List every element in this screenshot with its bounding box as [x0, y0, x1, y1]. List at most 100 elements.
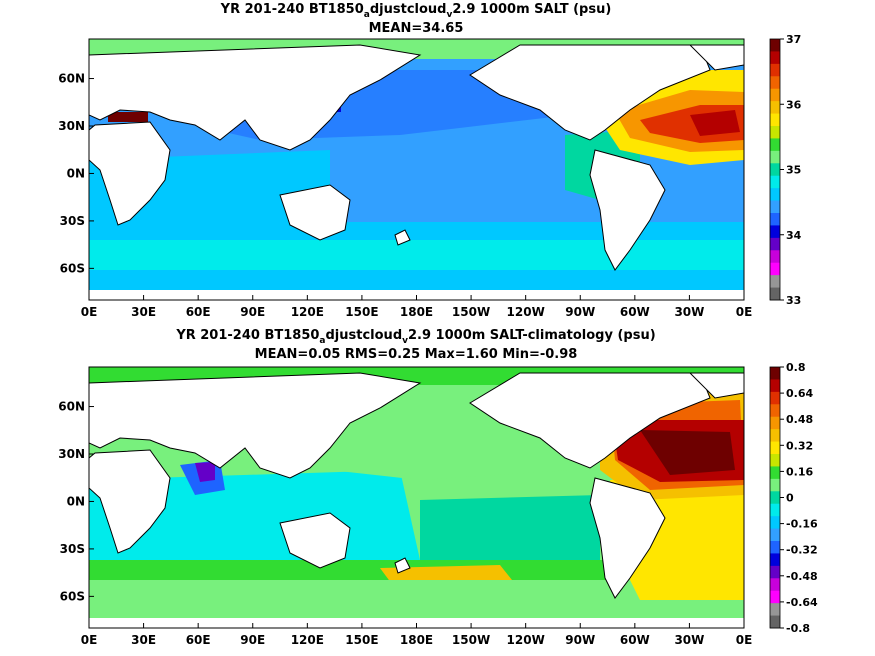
colorbar-swatch	[770, 51, 780, 65]
y-tick-label: 30N	[58, 447, 85, 461]
panel2-title: YR 201-240 BT1850adjustcloudv2.9 1000m S…	[175, 328, 655, 346]
y-tick-label: 60S	[60, 589, 85, 603]
colorbar-swatch	[770, 88, 780, 102]
y-tick-label: 30N	[58, 119, 85, 133]
colorbar-swatch	[770, 603, 780, 617]
colorbar-swatch	[770, 590, 780, 604]
colorbar-swatch	[770, 113, 780, 127]
colorbar-tick-label: 0.16	[786, 465, 813, 478]
x-tick-label: 150W	[452, 633, 490, 647]
x-tick-label: 90W	[565, 305, 595, 319]
x-tick-label: 30E	[131, 633, 156, 647]
x-tick-label: 120E	[291, 305, 324, 319]
panel1-title: YR 201-240 BT1850adjustcloudv2.9 1000m S…	[220, 2, 612, 20]
panel2-map	[89, 367, 744, 628]
x-tick-label: 30W	[674, 633, 704, 647]
panel1-mediterranean	[108, 112, 148, 122]
colorbar-swatch	[770, 615, 780, 629]
colorbar-swatch	[770, 250, 780, 264]
colorbar-swatch	[770, 541, 780, 554]
x-tick-label: 90E	[240, 633, 265, 647]
panel2-arabian-purple	[195, 462, 215, 482]
panel2-colorbar: 0.8 0.64 0.48 0.32 0.16 0 -0.16 -0.32 -0.48 -0.64…	[769, 361, 818, 635]
panel1-colorbar: 37 36 35 34 33	[769, 33, 802, 307]
panel2-pacific-green	[330, 410, 570, 480]
colorbar-tick-label: -0.64	[786, 596, 818, 609]
x-tick-label: 0E	[81, 633, 98, 647]
colorbar-swatch	[770, 200, 780, 214]
colorbar-swatch	[770, 163, 780, 177]
colorbar-swatch	[770, 404, 780, 418]
colorbar-swatch	[770, 237, 780, 251]
panel-salinity: YR 201-240 BT1850adjustcloudv2.9 1000m S…	[58, 2, 801, 319]
colorbar-swatch	[770, 516, 780, 530]
colorbar-swatch	[770, 391, 780, 405]
panel2-south-pacific-cyan	[420, 495, 600, 560]
panel1-subtitle: MEAN=34.65	[369, 21, 464, 36]
colorbar-tick-label: 37	[786, 33, 801, 46]
colorbar-tick-label: 36	[786, 98, 802, 111]
panel2-natl-dark	[640, 430, 735, 475]
colorbar-swatch	[770, 287, 780, 301]
y-tick-label: 30S	[60, 542, 85, 556]
colorbar-swatch	[770, 150, 780, 164]
panel2-subtitle: MEAN=0.05 RMS=0.25 Max=1.60 Min=-0.98	[255, 347, 578, 362]
panel1-x-ticks: 0E 30E 60E 90E 120E 150E 180E 150W 120W 90W 60W 30W…	[81, 295, 753, 319]
panel1-southern-band2	[89, 240, 744, 270]
colorbar-swatch	[770, 478, 780, 492]
x-tick-label: 0E	[736, 305, 753, 319]
colorbar-swatch	[770, 416, 780, 430]
x-tick-label: 150E	[345, 633, 378, 647]
colorbar-tick-label: 0	[786, 492, 794, 505]
colorbar-swatch	[770, 76, 780, 90]
panel1-natl-dark	[690, 110, 740, 136]
x-tick-label: 90W	[565, 633, 595, 647]
x-tick-label: 60W	[620, 633, 650, 647]
x-tick-label: 180E	[400, 633, 433, 647]
colorbar-swatch	[770, 175, 780, 189]
x-tick-label: 150W	[452, 305, 490, 319]
colorbar-swatch	[770, 528, 780, 542]
colorbar-swatch	[770, 578, 780, 592]
colorbar-tick-label: 0.32	[786, 439, 813, 452]
colorbar-tick-label: 35	[786, 164, 801, 177]
colorbar-tick-label: 33	[786, 294, 801, 307]
colorbar-swatch	[770, 39, 780, 52]
colorbar-tick-label: 0.48	[786, 413, 813, 426]
y-tick-label: 0N	[67, 166, 85, 180]
colorbar-tick-label: -0.48	[786, 570, 818, 583]
colorbar-swatch	[770, 565, 780, 579]
colorbar-tick-label: -0.32	[786, 544, 818, 557]
colorbar-tick-label: 0.8	[786, 361, 806, 374]
colorbar-swatch	[770, 466, 780, 480]
colorbar-swatch	[770, 491, 780, 505]
y-tick-label: 60N	[58, 72, 85, 86]
x-tick-label: 30E	[131, 305, 156, 319]
x-tick-label: 30W	[674, 305, 704, 319]
x-tick-label: 0E	[736, 633, 753, 647]
colorbar-swatch	[770, 441, 780, 455]
x-tick-label: 0E	[81, 305, 98, 319]
colorbar-swatch	[770, 101, 780, 115]
colorbar-swatch	[770, 225, 780, 239]
x-tick-label: 120W	[507, 633, 545, 647]
colorbar-swatch	[770, 379, 780, 393]
colorbar-swatch	[770, 275, 780, 289]
colorbar-swatch	[770, 138, 780, 152]
colorbar-tick-label: 0.64	[786, 387, 813, 400]
colorbar-swatch	[770, 63, 780, 77]
colorbar-tick-label: -0.16	[786, 518, 818, 531]
x-tick-label: 120W	[507, 305, 545, 319]
x-tick-label: 60E	[186, 633, 211, 647]
colorbar-swatch	[770, 262, 780, 276]
x-tick-label: 150E	[345, 305, 378, 319]
panel2-x-ticks: 0E 30E 60E 90E 120E 150E 180E 150W 120W 90W 60W 30W…	[81, 623, 753, 647]
x-tick-label: 180E	[400, 305, 433, 319]
panel1-land	[89, 44, 744, 300]
y-tick-label: 60S	[60, 261, 85, 275]
colorbar-swatch	[770, 126, 780, 139]
y-tick-label: 0N	[67, 494, 85, 508]
colorbar-tick-label: -0.8	[786, 622, 810, 635]
colorbar-swatch	[770, 429, 780, 443]
